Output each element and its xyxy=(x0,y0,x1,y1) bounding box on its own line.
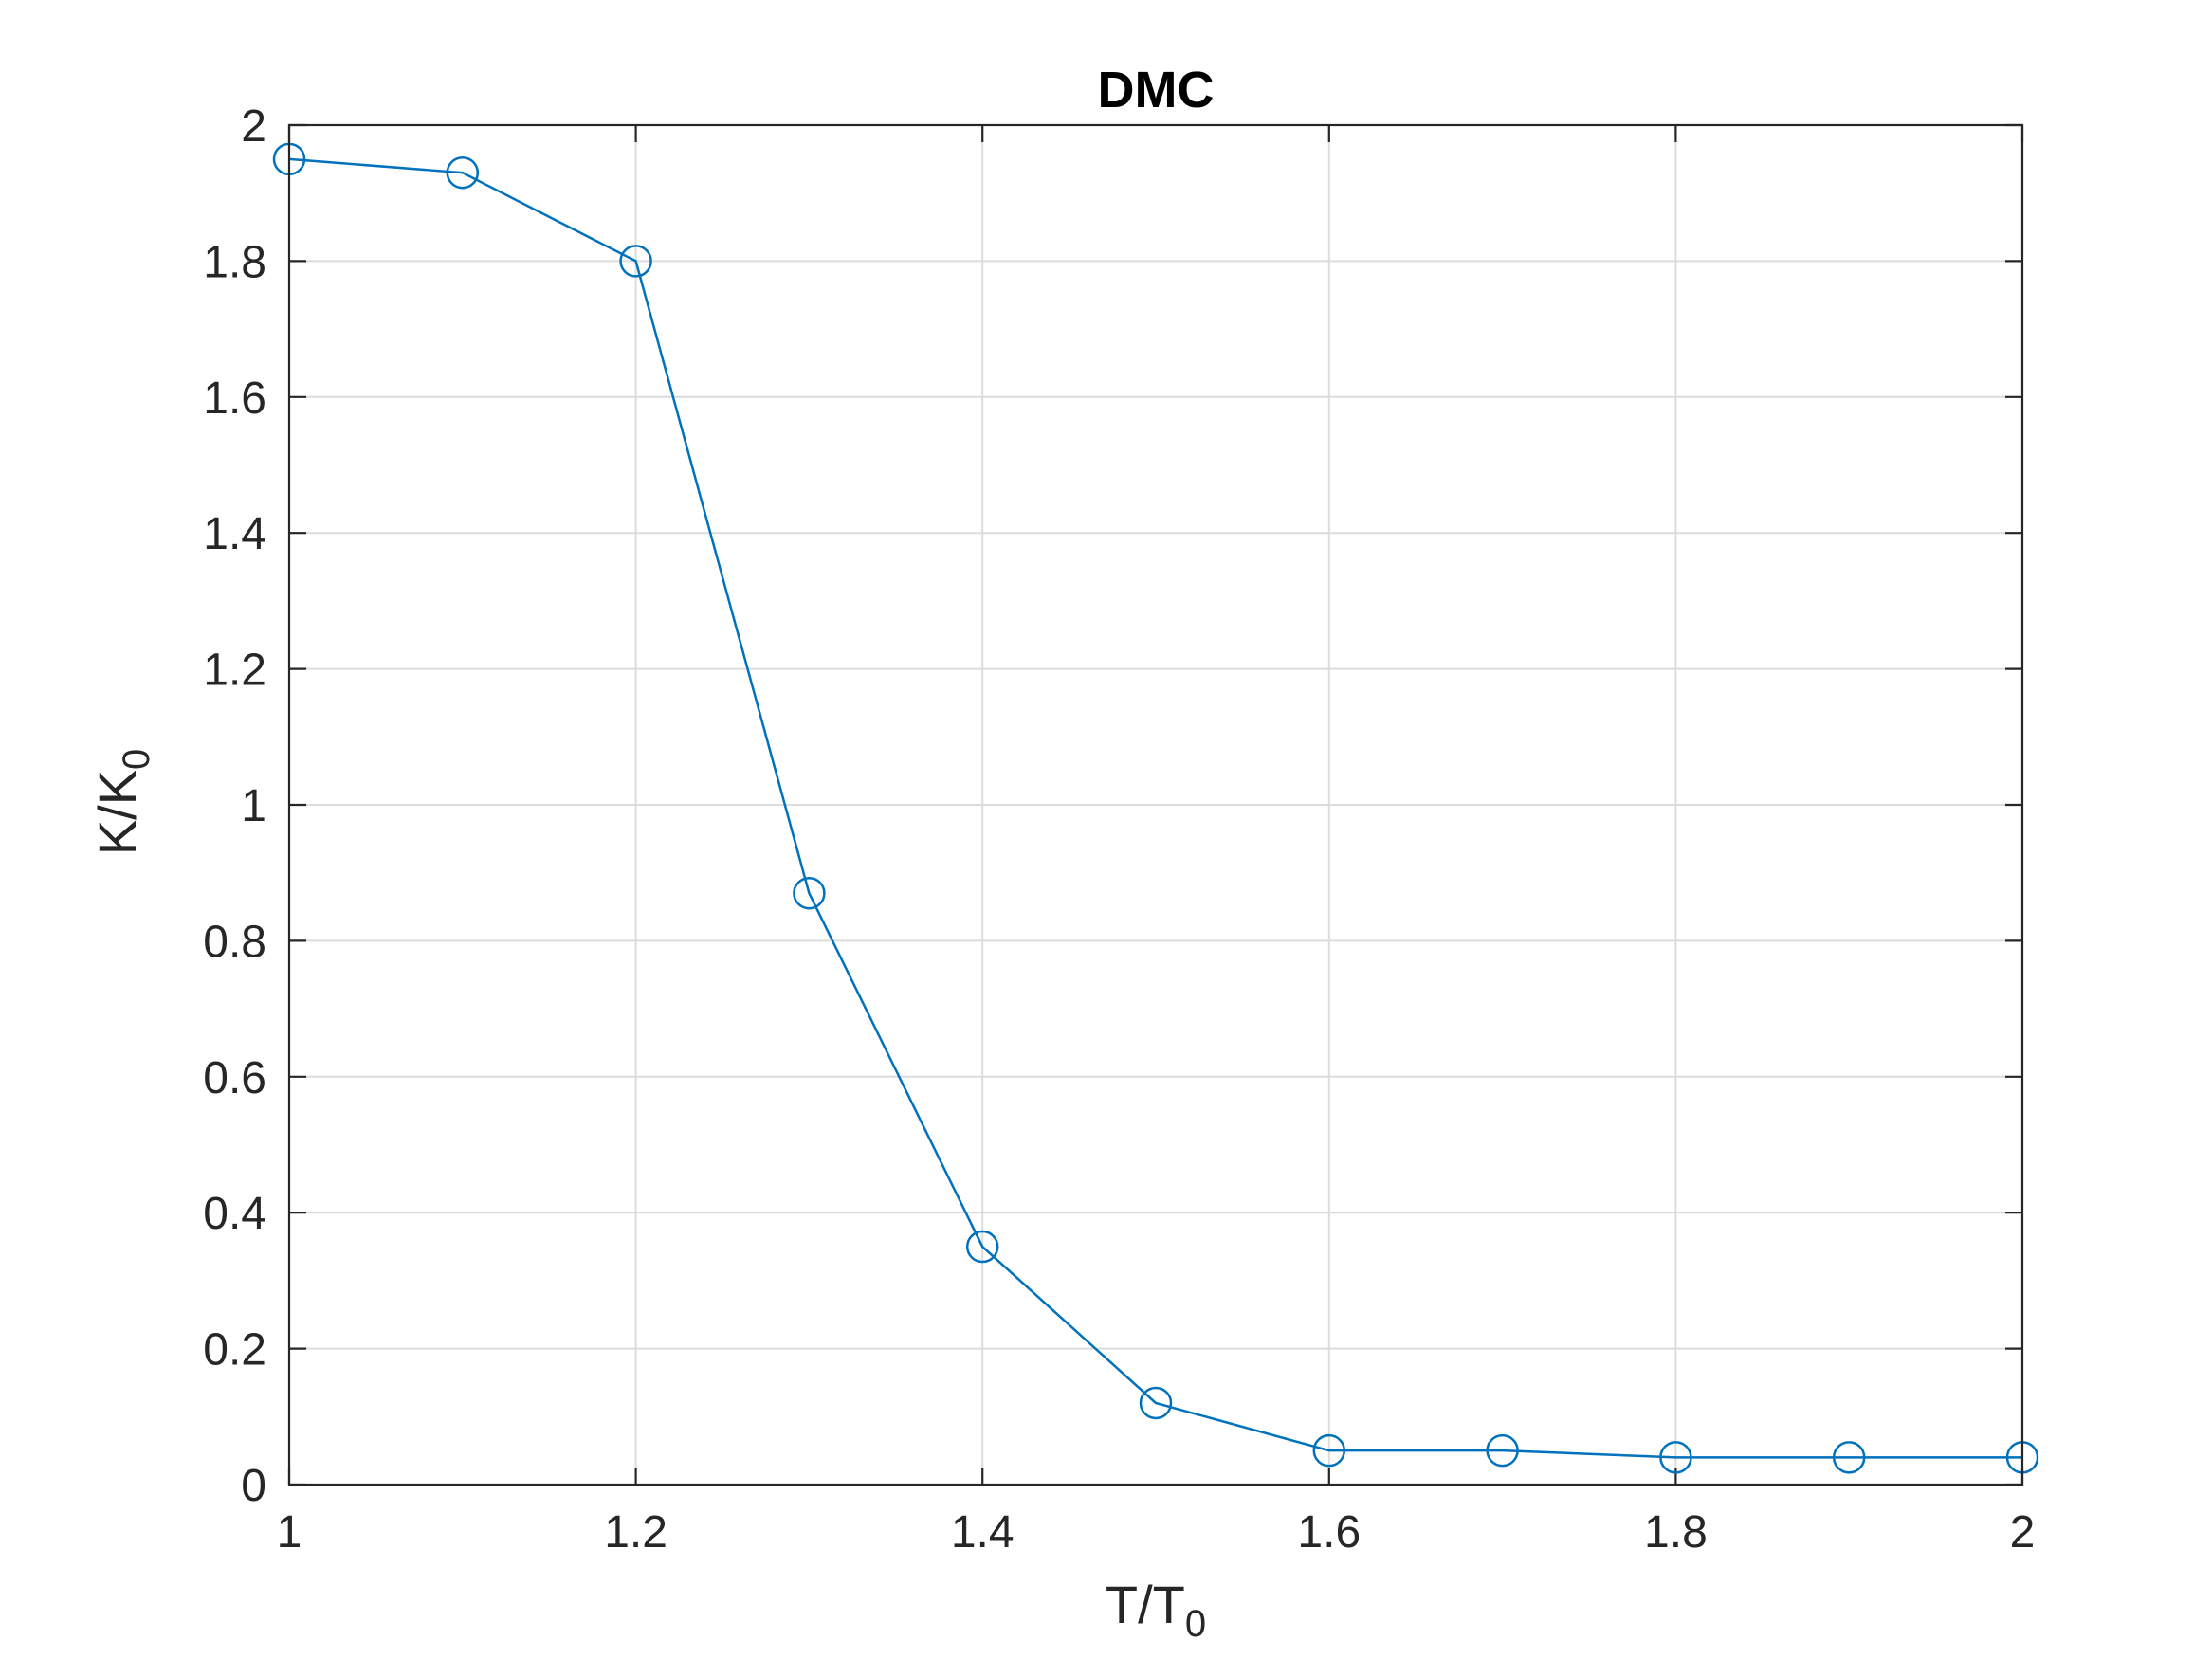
y-tick-label: 1 xyxy=(241,781,266,831)
data-point-marker xyxy=(446,155,480,190)
chart-title: DMC xyxy=(1098,62,1215,118)
data-point-marker xyxy=(1659,1441,1692,1474)
y-axis-label: K/K0 xyxy=(87,749,157,856)
y-tick-label: 0.4 xyxy=(203,1189,266,1239)
x-tick-label: 1.8 xyxy=(1644,1507,1708,1558)
x-axis-label-main: T/T xyxy=(1106,1575,1185,1634)
x-tick-label: 1.6 xyxy=(1297,1507,1361,1558)
data-point-marker xyxy=(619,245,652,278)
data-point-marker xyxy=(1139,1386,1173,1420)
x-tick-label: 1 xyxy=(277,1507,302,1558)
y-tick-label: 0.6 xyxy=(203,1053,266,1103)
y-tick-label: 0 xyxy=(241,1461,266,1511)
y-tick-label: 0.8 xyxy=(203,917,266,967)
x-axis-label: T/T0 xyxy=(1106,1575,1206,1645)
x-tick-label: 2 xyxy=(2010,1507,2036,1558)
y-tick-label: 2 xyxy=(241,101,266,152)
plot-area-frame xyxy=(287,123,2024,1486)
series-group xyxy=(272,142,2039,1474)
x-axis-label-subscript: 0 xyxy=(1185,1603,1206,1645)
data-point-marker xyxy=(1486,1433,1519,1468)
data-point-marker xyxy=(1832,1441,1866,1474)
tick-labels: 1 1.2 1.4 1.6 1.8 2 0 0.2 0.4 0.6 0.8 1 1.2 1.4 1.6 1.8… xyxy=(203,101,2035,1558)
y-tick-label: 1.6 xyxy=(203,374,266,424)
y-axis-label-subscript: 0 xyxy=(116,749,157,770)
y-tick-label: 0.2 xyxy=(203,1325,266,1376)
y-tick-label: 1.8 xyxy=(203,237,266,287)
y-tick-label: 1.2 xyxy=(203,646,266,696)
data-point-marker xyxy=(965,1230,999,1264)
y-axis-label-main: K/K xyxy=(87,770,147,855)
x-tick-label: 1.4 xyxy=(951,1507,1015,1558)
data-point-marker xyxy=(793,876,826,910)
series-line xyxy=(288,157,2022,1459)
data-point-marker xyxy=(1312,1433,1346,1468)
x-tick-label: 1.2 xyxy=(604,1507,667,1558)
y-tick-label: 1.4 xyxy=(203,509,266,559)
